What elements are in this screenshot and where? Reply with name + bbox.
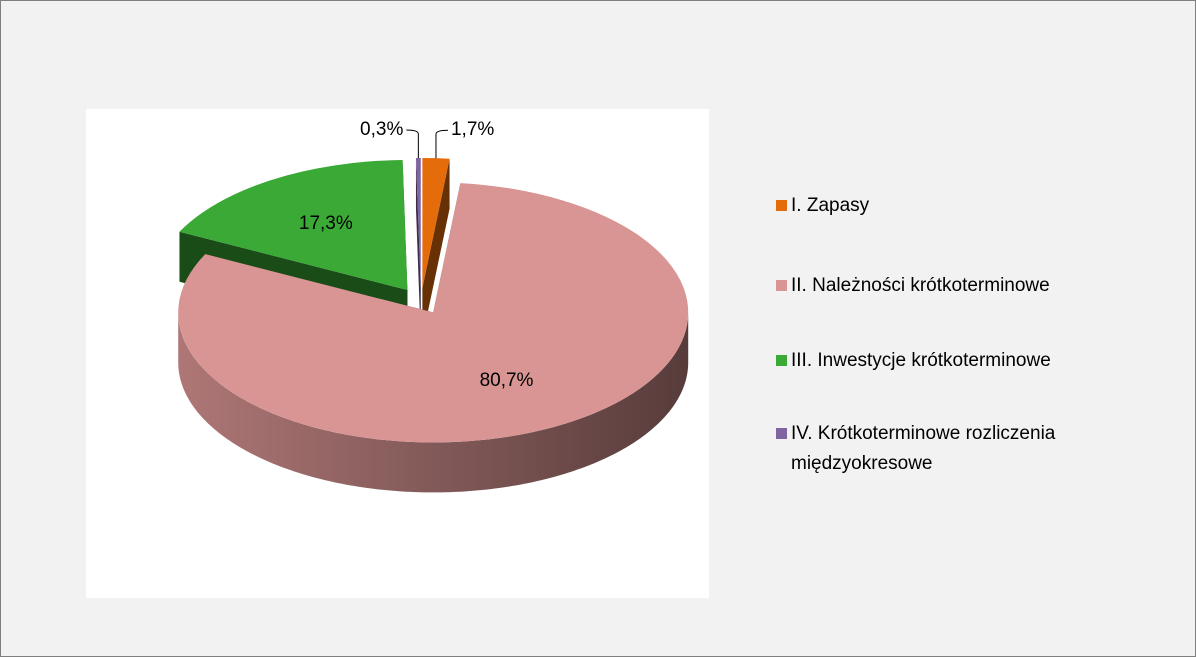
data-label: 1,7% (451, 119, 494, 140)
slice-cut-face (415, 158, 421, 339)
pie-slice-group (415, 158, 421, 339)
data-label: 17,3% (299, 213, 353, 234)
legend-label: I. Zapasy (791, 195, 870, 216)
pie-slice-group (178, 183, 689, 493)
slice-cut-face (422, 158, 450, 339)
legend-label: IV. Krótkoterminowe rozliczenia międzyok… (791, 423, 1056, 474)
legend-item: III. Inwestycje krótkoterminowe (776, 346, 1186, 376)
legend-swatch (776, 428, 787, 439)
legend-swatch (776, 355, 787, 366)
pie-slice-group (422, 158, 450, 339)
legend-label: II. Należności krótkoterminowe (791, 275, 1050, 296)
pie-slice (422, 158, 450, 289)
leader-line (406, 129, 419, 159)
legend-label: III. Inwestycje krótkoterminowe (791, 350, 1051, 371)
legend-item: IV. Krótkoterminowe rozliczenia międzyok… (776, 419, 1186, 479)
leader-line (435, 129, 448, 159)
slice-side (178, 312, 689, 493)
legend-item: II. Należności krótkoterminowe (776, 271, 1186, 301)
pie-slice (415, 158, 421, 289)
legend-item: I. Zapasy (776, 191, 1186, 221)
data-label: 80,7% (480, 370, 534, 391)
legend-swatch (776, 280, 787, 291)
legend-swatch (776, 200, 787, 211)
pie-slice (179, 160, 408, 291)
data-label: 0,3% (360, 119, 403, 140)
pie-slice (178, 183, 689, 443)
